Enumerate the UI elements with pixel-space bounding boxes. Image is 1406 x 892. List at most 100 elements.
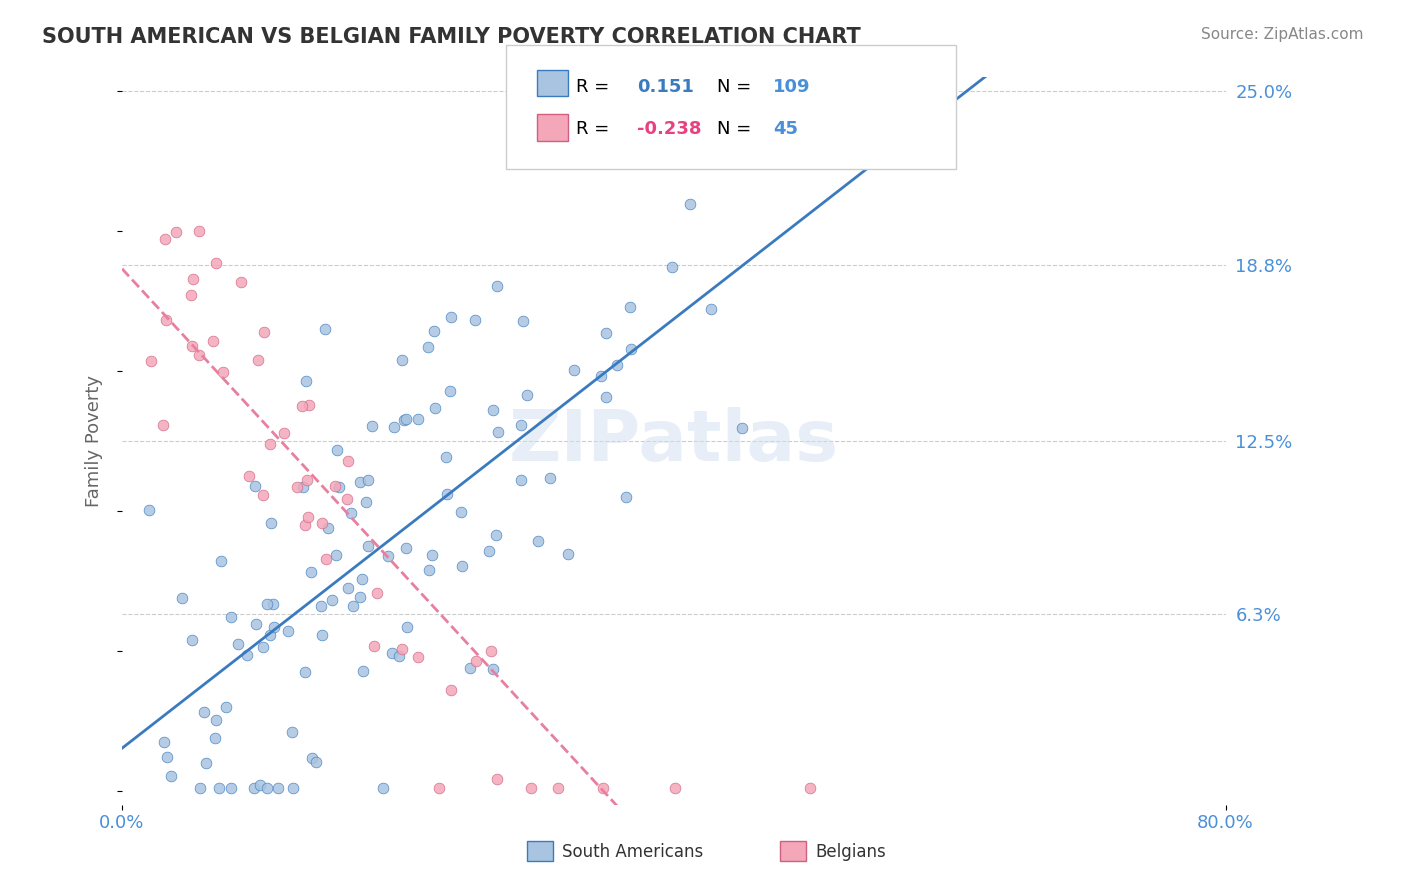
Point [226, 637, 249, 651]
Point [406, 649, 429, 664]
Point [219, 610, 242, 624]
Point [395, 541, 418, 556]
Point [891, 112, 914, 127]
Point [526, 533, 548, 548]
Point [661, 260, 683, 274]
Point [336, 454, 359, 468]
Point [382, 420, 405, 434]
Point [352, 665, 374, 679]
Point [291, 480, 314, 494]
Point [464, 313, 486, 327]
Point [259, 436, 281, 450]
Point [408, 411, 430, 425]
Point [485, 528, 508, 542]
Text: Source: ZipAtlas.com: Source: ZipAtlas.com [1201, 27, 1364, 42]
Point [614, 490, 637, 504]
Point [420, 549, 443, 563]
Point [194, 756, 217, 770]
Point [139, 354, 162, 368]
Point [281, 725, 304, 739]
Point [295, 474, 318, 488]
Text: N =: N = [717, 78, 751, 96]
Point [180, 632, 202, 647]
Point [325, 442, 347, 457]
Point [387, 649, 409, 664]
Point [377, 549, 399, 563]
Point [620, 342, 643, 356]
Point [165, 225, 187, 239]
Point [325, 548, 347, 562]
Point [510, 418, 533, 433]
Point [366, 586, 388, 600]
Point [381, 646, 404, 660]
Point [336, 581, 359, 595]
Point [371, 780, 394, 795]
Point [267, 780, 290, 795]
Text: -0.238: -0.238 [637, 120, 702, 138]
Text: Belgians: Belgians [815, 843, 886, 861]
Point [361, 419, 384, 434]
Point [315, 551, 337, 566]
Point [512, 314, 534, 328]
Point [188, 780, 211, 795]
Point [231, 276, 253, 290]
Point [440, 310, 463, 325]
Point [294, 374, 316, 388]
Point [486, 279, 509, 293]
Point [314, 322, 336, 336]
Point [349, 590, 371, 604]
Point [451, 559, 474, 574]
Point [606, 358, 628, 372]
Point [256, 780, 278, 795]
Point [243, 478, 266, 492]
Point [273, 425, 295, 440]
Point [156, 750, 179, 764]
Point [287, 480, 309, 494]
Point [394, 413, 416, 427]
Point [450, 505, 472, 519]
Point [294, 665, 316, 679]
Point [152, 417, 174, 432]
Point [215, 700, 238, 714]
Point [396, 620, 419, 634]
Point [249, 779, 271, 793]
Point [440, 683, 463, 698]
Point [394, 412, 416, 426]
Point [357, 473, 380, 487]
Point [253, 325, 276, 339]
Point [205, 713, 228, 727]
Point [619, 300, 641, 314]
Point [434, 450, 457, 464]
Point [679, 197, 702, 211]
Point [170, 591, 193, 605]
Point [181, 338, 204, 352]
Point [204, 731, 226, 746]
Point [465, 654, 488, 668]
Point [557, 547, 579, 561]
Y-axis label: Family Poverty: Family Poverty [86, 375, 103, 507]
Point [155, 232, 177, 246]
Point [238, 469, 260, 483]
Point [204, 256, 226, 270]
Text: 45: 45 [773, 120, 799, 138]
Point [486, 772, 509, 786]
Point [936, 112, 959, 127]
Point [305, 755, 328, 769]
Point [589, 368, 612, 383]
Point [260, 516, 283, 530]
Point [159, 769, 181, 783]
Point [342, 599, 364, 613]
Point [252, 488, 274, 502]
Point [595, 390, 617, 404]
Point [281, 780, 304, 795]
Point [187, 348, 209, 362]
Point [349, 475, 371, 490]
Point [138, 502, 160, 516]
Point [350, 572, 373, 586]
Point [547, 780, 569, 795]
Point [520, 780, 543, 795]
Point [256, 597, 278, 611]
Point [460, 660, 482, 674]
Point [187, 224, 209, 238]
Point [252, 640, 274, 654]
